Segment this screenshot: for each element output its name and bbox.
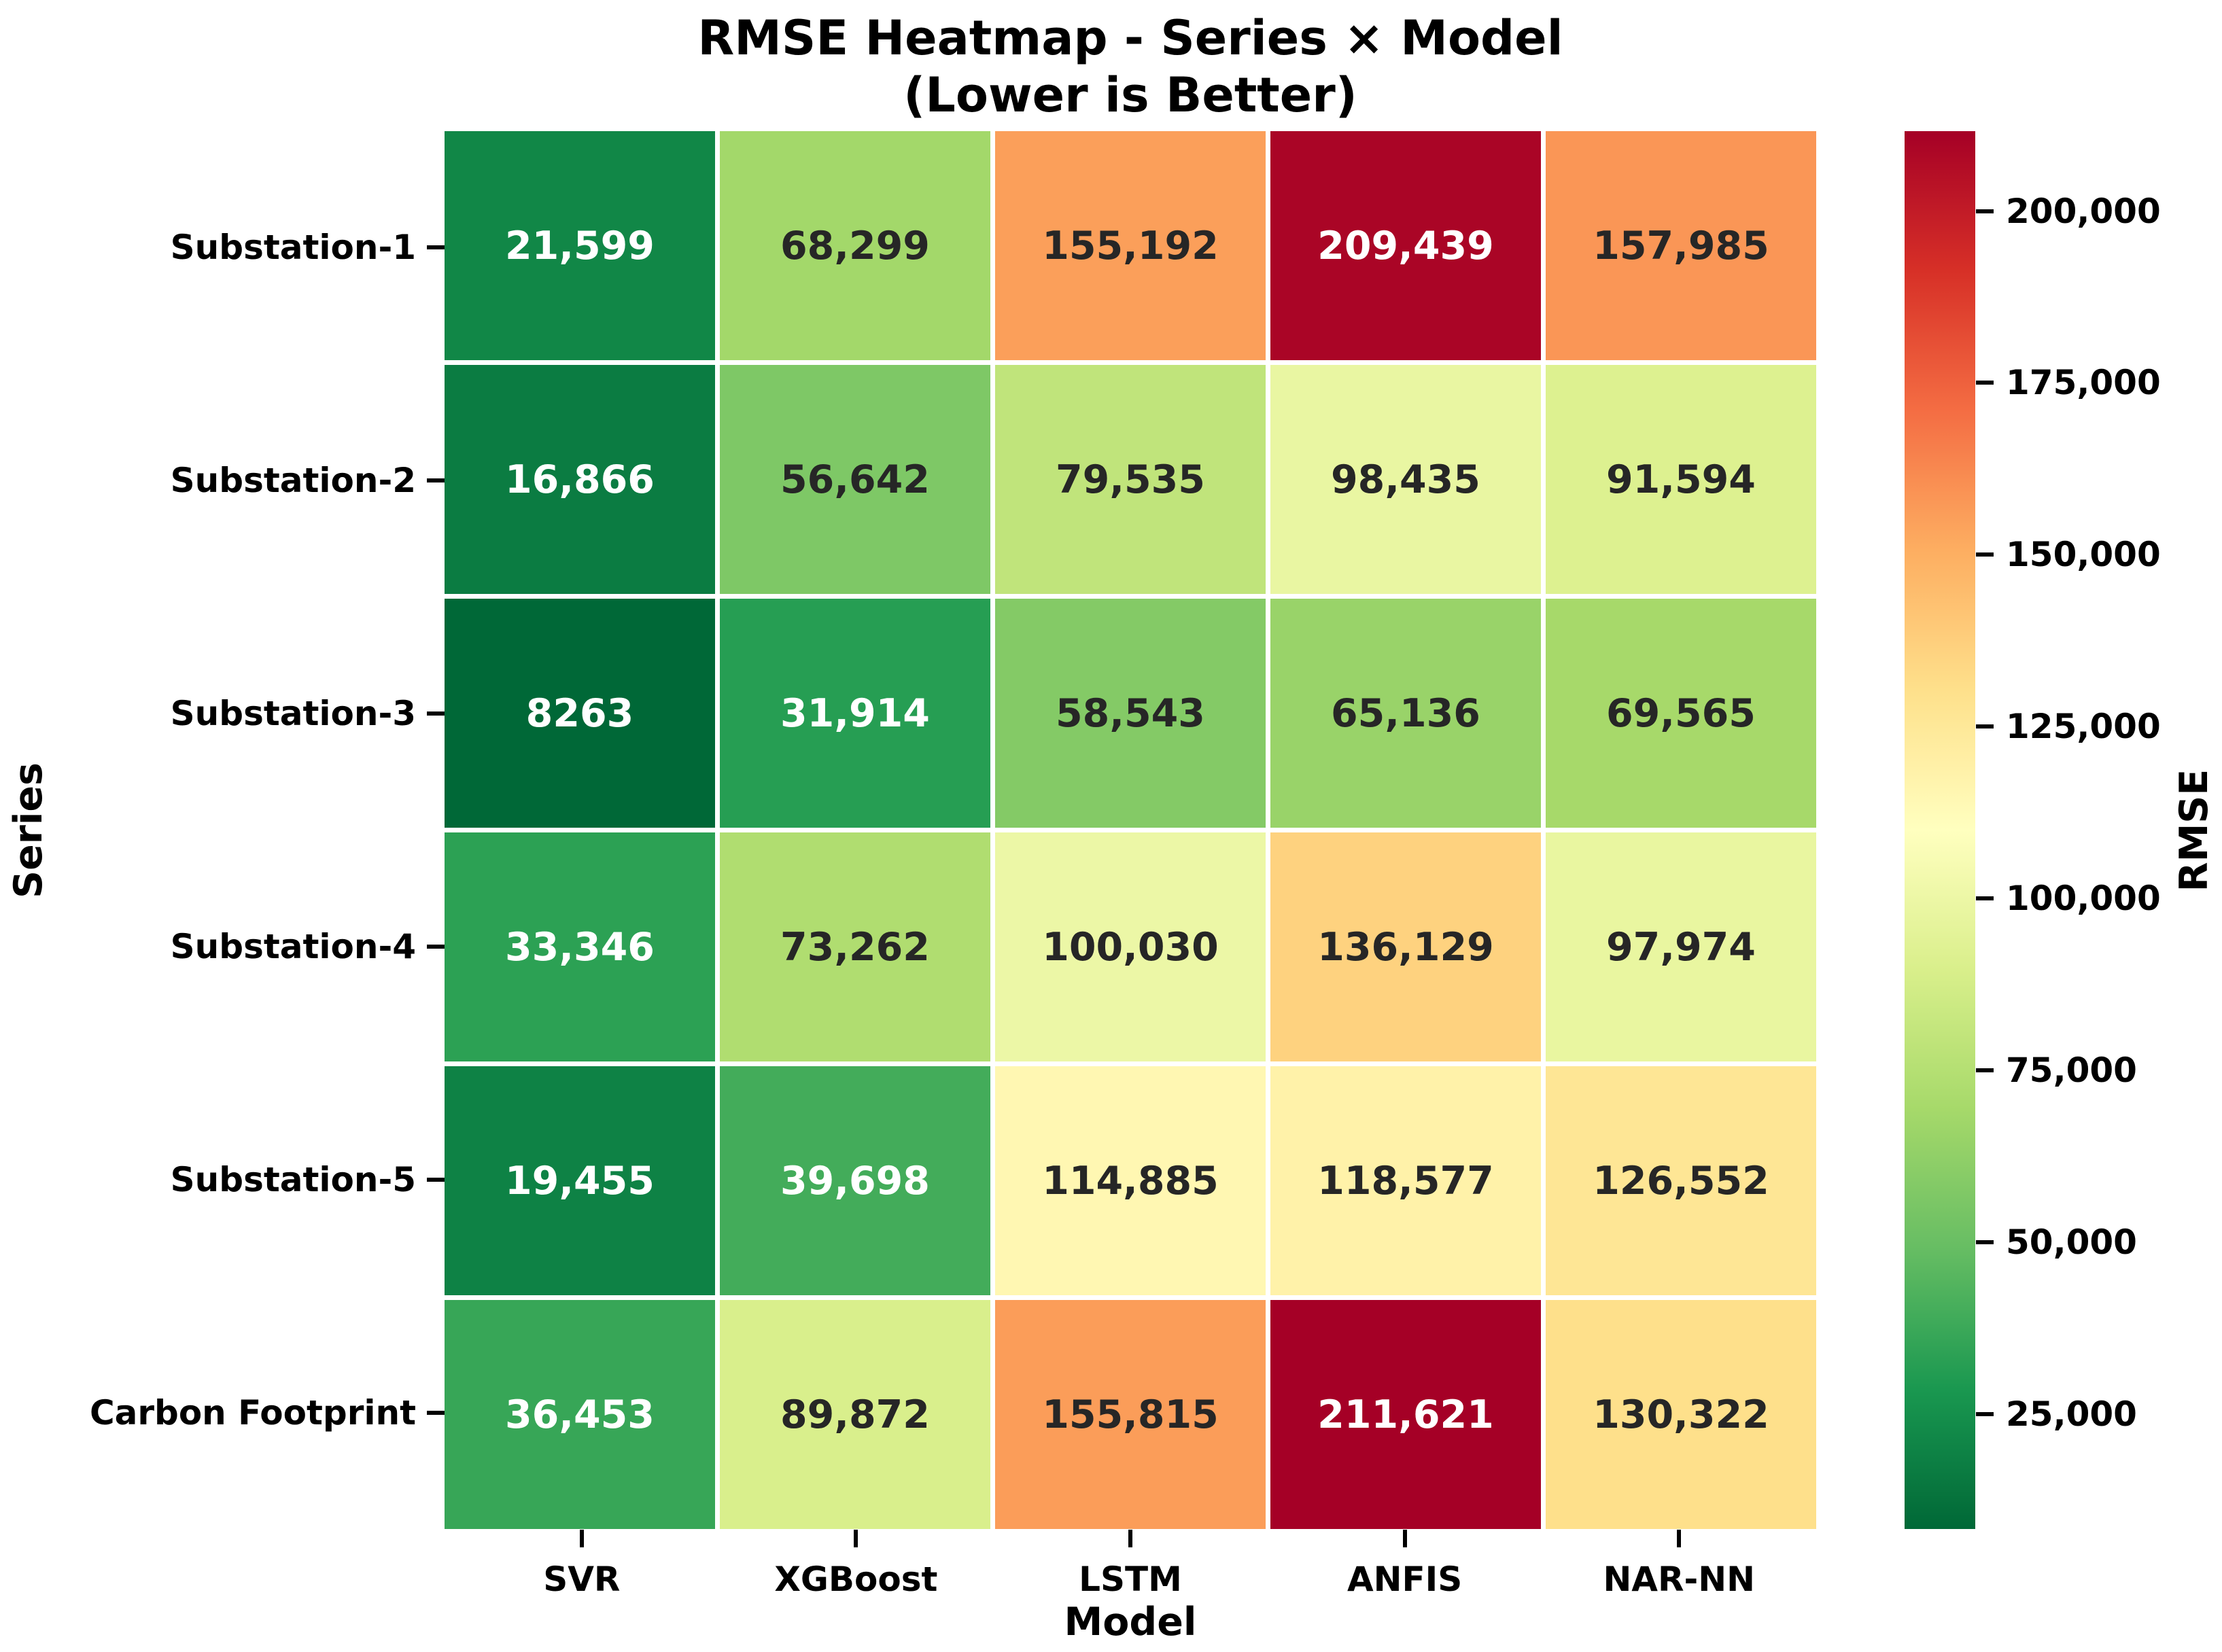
heatmap-cell: 73,262 [720, 832, 990, 1061]
heatmap-cell: 155,192 [995, 131, 1266, 360]
col-label: XGBoost [774, 1560, 938, 1599]
colorbar-tick-mark [1976, 1068, 1994, 1072]
y-tick-mark [427, 478, 445, 483]
colorbar-tick-mark [1976, 1240, 1994, 1244]
col-label: SVR [543, 1560, 621, 1599]
heatmap-cell: 21,599 [445, 131, 715, 360]
row-label: Carbon Footprint [89, 1392, 416, 1433]
heatmap-cell: 91,594 [1546, 365, 1816, 594]
row-label: Substation-1 [170, 228, 416, 268]
colorbar [1905, 131, 1975, 1529]
heatmap-cell: 157,985 [1546, 131, 1816, 360]
col-label: NAR-NN [1603, 1560, 1755, 1599]
heatmap-cell: 68,299 [720, 131, 990, 360]
y-tick-mark [427, 944, 445, 949]
x-tick-mark [1677, 1530, 1682, 1547]
colorbar-tick-label: 175,000 [2006, 363, 2161, 403]
colorbar-tick-label: 125,000 [2006, 707, 2161, 747]
colorbar-tick-label: 150,000 [2006, 535, 2161, 575]
heatmap-cell: 100,030 [995, 832, 1266, 1061]
x-axis-label: Model [1064, 1600, 1197, 1645]
heatmap-cell: 36,453 [445, 1300, 715, 1529]
heatmap-cell: 114,885 [995, 1066, 1266, 1295]
heatmap-cell: 98,435 [1270, 365, 1541, 594]
x-tick-mark [1402, 1530, 1407, 1547]
heatmap-cell: 126,552 [1546, 1066, 1816, 1295]
heatmap-cell: 8263 [445, 599, 715, 828]
heatmap-cell: 130,322 [1546, 1300, 1816, 1529]
x-tick-mark [854, 1530, 858, 1547]
chart-title: RMSE Heatmap - Series × Model (Lower is … [445, 10, 1816, 124]
heatmap-cell: 155,815 [995, 1300, 1266, 1529]
row-label: Substation-3 [170, 694, 416, 734]
row-label: Substation-2 [170, 461, 416, 501]
heatmap-cell: 19,455 [445, 1066, 715, 1295]
chart-title-line2: (Lower is Better) [903, 67, 1357, 123]
colorbar-label: RMSE [2172, 769, 2217, 892]
heatmap-cell: 39,698 [720, 1066, 990, 1295]
colorbar-tick-mark [1976, 1411, 1994, 1416]
colorbar-tick-mark [1976, 896, 1994, 901]
heatmap-cell: 89,872 [720, 1300, 990, 1529]
y-axis-label: Series [6, 762, 51, 898]
heatmap-cell: 136,129 [1270, 832, 1541, 1061]
heatmap-cell: 31,914 [720, 599, 990, 828]
colorbar-tick-mark [1976, 552, 1994, 557]
chart-title-line1: RMSE Heatmap - Series × Model [697, 10, 1563, 66]
colorbar-tick-mark [1976, 724, 1994, 729]
y-tick-mark [427, 1410, 445, 1415]
heatmap-cell: 56,642 [720, 365, 990, 594]
row-label: Substation-4 [170, 926, 416, 966]
col-label: ANFIS [1347, 1560, 1463, 1599]
heatmap-grid: 21,599 68,299 155,192 209,439 157,985 16,866 5… [445, 131, 1816, 1529]
heatmap-cell: 16,866 [445, 365, 715, 594]
y-tick-mark [427, 711, 445, 716]
colorbar-tick-mark [1976, 209, 1994, 213]
colorbar-tick-label: 25,000 [2006, 1394, 2137, 1434]
heatmap-cell: 69,565 [1546, 599, 1816, 828]
heatmap-cell: 97,974 [1546, 832, 1816, 1061]
heatmap-cell: 79,535 [995, 365, 1266, 594]
colorbar-tick-mark [1976, 381, 1994, 385]
heatmap-cell: 211,621 [1270, 1300, 1541, 1529]
heatmap-cell: 209,439 [1270, 131, 1541, 360]
x-tick-mark [1128, 1530, 1132, 1547]
heatmap-cell: 118,577 [1270, 1066, 1541, 1295]
heatmap-cell: 33,346 [445, 832, 715, 1061]
heatmap-cell: 58,543 [995, 599, 1266, 828]
col-label: LSTM [1079, 1560, 1182, 1599]
colorbar-tick-label: 200,000 [2006, 191, 2161, 231]
colorbar-tick-label: 50,000 [2006, 1222, 2137, 1262]
heatmap-cell: 65,136 [1270, 599, 1541, 828]
x-tick-mark [579, 1530, 584, 1547]
y-tick-mark [427, 1177, 445, 1182]
y-tick-mark [427, 245, 445, 250]
row-label: Substation-5 [170, 1159, 416, 1199]
colorbar-tick-label: 75,000 [2006, 1050, 2137, 1090]
colorbar-tick-label: 100,000 [2006, 879, 2161, 919]
